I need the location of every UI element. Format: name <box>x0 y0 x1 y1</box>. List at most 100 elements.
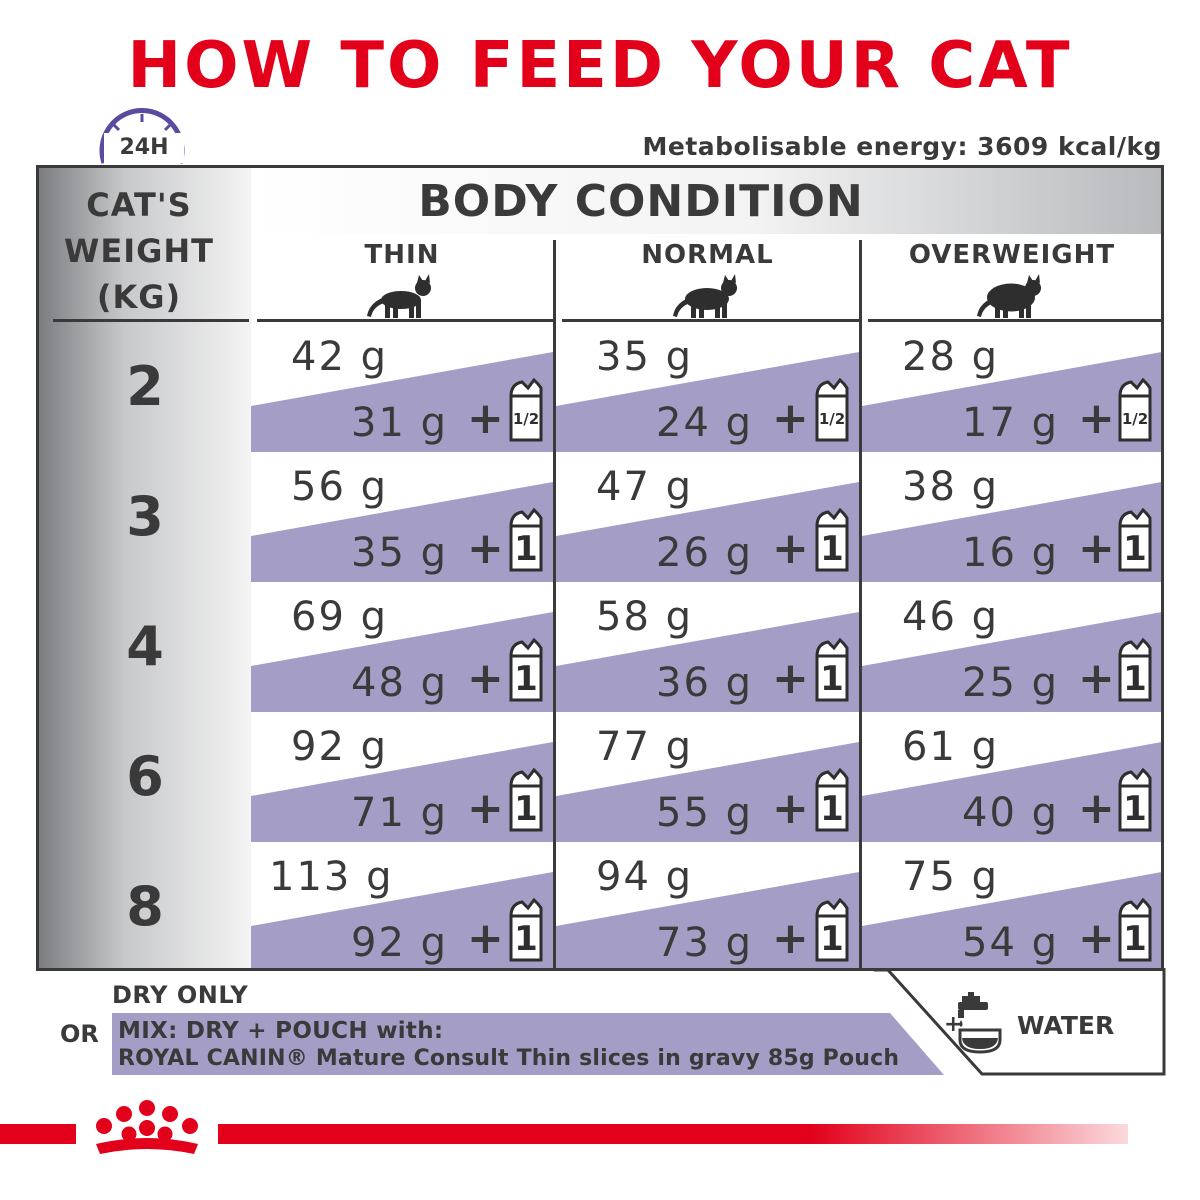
column-divider <box>553 240 556 968</box>
pouch-quantity: 1 <box>1123 789 1147 829</box>
pouch-quantity: 1 <box>820 789 844 829</box>
feeding-cell: 47 g 26 g +1 <box>556 452 859 582</box>
feeding-cell: 61 g 40 g +1 <box>862 712 1161 842</box>
feeding-cell: 28 g 17 g +1/2 <box>862 322 1161 452</box>
mix-band <box>251 872 553 968</box>
column-header: OVERWEIGHT <box>862 234 1161 319</box>
dry-only-amount: 92 g <box>291 724 389 770</box>
column-header-label: NORMAL <box>641 240 774 270</box>
column-header-label: THIN <box>364 240 440 270</box>
cat-weight-value: 6 <box>126 745 164 808</box>
dry-only-amount: 113 g <box>269 854 394 900</box>
plus-sign: + <box>1078 653 1115 704</box>
cats-weight-heading: CAT'S WEIGHT (KG) <box>39 182 239 320</box>
mix-dry-amount: 55 g <box>656 790 754 836</box>
divider <box>257 319 553 322</box>
dry-only-amount: 61 g <box>902 724 1000 770</box>
feeding-table: BODY CONDITION CAT'S WEIGHT (KG) THIN NOR… <box>36 165 1164 971</box>
pouch-quantity: 1 <box>514 529 538 569</box>
body-condition-heading: BODY CONDITION <box>418 176 864 227</box>
plus-sign: + <box>467 653 504 704</box>
mix-band <box>112 1013 944 1075</box>
pouch-icon: 1 <box>814 766 850 832</box>
water-tap-icon <box>958 992 1002 1054</box>
pouch-icon: 1/2 <box>814 376 850 442</box>
mix-band <box>556 352 859 452</box>
cat-weight-value: 4 <box>126 615 164 678</box>
feeding-cell: 35 g 24 g +1/2 <box>556 322 859 452</box>
mix-dry-amount: 31 g <box>351 400 449 446</box>
mix-line-2: ROYAL CANIN® Mature Consult Thin slices … <box>118 1046 900 1071</box>
mix-band <box>251 742 553 842</box>
dry-only-amount: 94 g <box>596 854 694 900</box>
pouch-icon: 1/2 <box>1117 376 1153 442</box>
mix-band <box>862 482 1161 582</box>
page-title: HOW TO FEED YOUR CAT <box>127 29 1073 103</box>
pouch-quantity: 1/2 <box>1121 410 1149 428</box>
plus-sign: + <box>1078 913 1115 964</box>
pouch-quantity: 1 <box>1123 919 1147 959</box>
dry-only-amount: 35 g <box>596 334 694 380</box>
feeding-cell: 69 g 48 g +1 <box>251 582 553 712</box>
pouch-quantity: 1 <box>1123 659 1147 699</box>
dry-only-amount: 69 g <box>291 594 389 640</box>
pouch-quantity: 1/2 <box>818 410 846 428</box>
plus-sign: + <box>1078 393 1115 444</box>
pouch-quantity: 1 <box>1123 529 1147 569</box>
feeding-cell: 77 g 55 g +1 <box>556 712 859 842</box>
mix-band <box>556 872 859 968</box>
mix-line-1: MIX: DRY + POUCH with: <box>118 1018 444 1044</box>
mix-band <box>251 352 553 452</box>
divider <box>562 319 859 322</box>
mix-dry-amount: 40 g <box>962 790 1060 836</box>
cat-silhouette-icon <box>977 274 1041 318</box>
mix-dry-amount: 24 g <box>656 400 754 446</box>
plus-sign: + <box>772 653 809 704</box>
mix-dry-amount: 36 g <box>656 660 754 706</box>
mix-band <box>862 872 1161 968</box>
or-label: OR <box>60 1020 99 1048</box>
dry-only-amount: 28 g <box>902 334 1000 380</box>
pouch-icon: 1 <box>1117 766 1153 832</box>
feeding-cell: 42 g 31 g +1/2 <box>251 322 553 452</box>
pouch-quantity: 1 <box>514 789 538 829</box>
pouch-icon: 1 <box>508 506 544 572</box>
feeding-cell: 58 g 36 g +1 <box>556 582 859 712</box>
plus-sign: + <box>467 783 504 834</box>
plus-sign: + <box>1078 523 1115 574</box>
dry-only-amount: 46 g <box>902 594 1000 640</box>
plus-sign: + <box>772 783 809 834</box>
plus-sign: + <box>467 393 504 444</box>
cat-weight-value: 2 <box>126 355 164 418</box>
column-divider <box>859 240 862 968</box>
column-header: THIN <box>251 234 553 319</box>
plus-sign: + <box>772 523 809 574</box>
plus-sign: + <box>1078 783 1115 834</box>
dry-only-amount: 47 g <box>596 464 694 510</box>
mix-dry-amount: 54 g <box>962 920 1060 966</box>
pouch-icon: 1 <box>814 506 850 572</box>
brand-line-left <box>0 1124 76 1144</box>
plus-sign: + <box>772 393 809 444</box>
column-header-label: OVERWEIGHT <box>908 240 1116 270</box>
feeding-cell: 38 g 16 g +1 <box>862 452 1161 582</box>
body-condition-header-band <box>251 168 1161 234</box>
weight-heading-line2: WEIGHT <box>64 232 214 270</box>
mix-band <box>862 352 1161 452</box>
mix-dry-amount: 26 g <box>656 530 754 576</box>
pouch-icon: 1 <box>1117 636 1153 702</box>
metabolisable-energy: Metabolisable energy: 3609 kcal/kg <box>642 132 1162 161</box>
mix-band <box>556 482 859 582</box>
pouch-icon: 1 <box>508 766 544 832</box>
dry-only-amount: 56 g <box>291 464 389 510</box>
dry-only-label: DRY ONLY <box>112 981 249 1009</box>
mix-band <box>862 612 1161 712</box>
water-plus: + <box>944 1012 963 1037</box>
weight-heading-line3: (KG) <box>96 278 182 316</box>
weight-heading-line1: CAT'S <box>86 186 192 224</box>
plus-sign: + <box>772 913 809 964</box>
pouch-quantity: 1 <box>820 659 844 699</box>
weight-column-background <box>39 168 251 968</box>
dry-only-amount: 42 g <box>291 334 389 380</box>
pouch-icon: 1 <box>814 896 850 962</box>
